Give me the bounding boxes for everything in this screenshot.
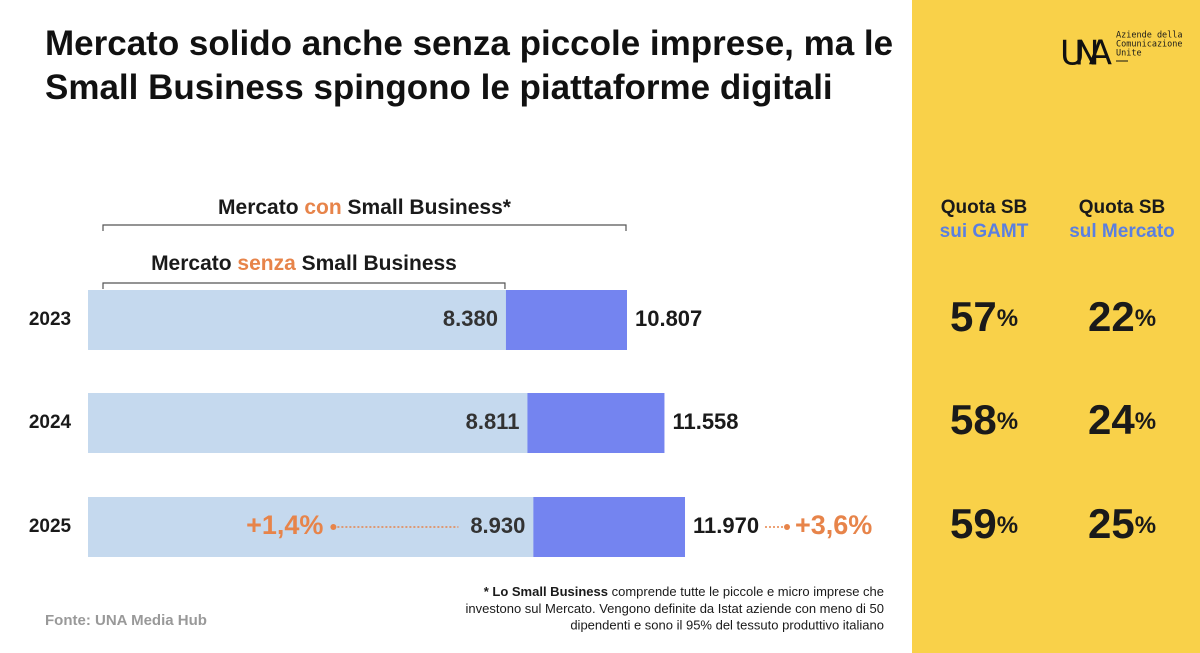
source: Fonte: UNA Media Hub <box>45 612 207 629</box>
share-unit: % <box>997 512 1018 539</box>
share-unit: % <box>997 408 1018 435</box>
annotation-dot <box>784 524 791 530</box>
annotation: +3,6% <box>795 510 872 540</box>
logo-text: Aziende della <box>1116 31 1183 41</box>
legend-text: Small Business <box>296 252 457 275</box>
value-label: 8.930 <box>470 513 525 538</box>
share-value: 57% <box>950 293 1018 340</box>
category-label: 2024 <box>29 412 72 433</box>
bar <box>88 290 506 350</box>
share-number: 25 <box>1088 500 1135 547</box>
chart-title: Mercato solido anche senza piccole impre… <box>45 24 894 107</box>
bar <box>88 393 528 453</box>
share-number: 57 <box>950 293 997 340</box>
legend-text: con <box>304 196 341 219</box>
total-label: 11.970 <box>693 513 759 538</box>
share-unit: % <box>1135 305 1156 332</box>
category-label: 2025 <box>29 516 72 537</box>
footnote: * Lo Small Business comprende tutte le p… <box>484 584 884 599</box>
annotation: +1,4% <box>246 510 323 540</box>
share-value: 58% <box>950 396 1018 443</box>
value-label: 8.811 <box>466 409 520 434</box>
column-subtitle: sui GAMT <box>940 221 1029 242</box>
total-label: 10.807 <box>635 306 702 331</box>
share-number: 59 <box>950 500 997 547</box>
share-unit: % <box>997 305 1018 332</box>
share-unit: % <box>1135 512 1156 539</box>
share-value: 24% <box>1088 396 1156 443</box>
share-value: 59% <box>950 500 1018 547</box>
legend-text: Mercato <box>218 196 304 219</box>
total-label: 11.558 <box>672 409 738 434</box>
share-value: 22% <box>1088 293 1156 340</box>
logo-text: Unite <box>1116 49 1142 59</box>
share-number: 58 <box>950 396 997 443</box>
logo-text: Comunicazione <box>1116 40 1183 50</box>
legend-text: Mercato <box>151 252 237 275</box>
legend-bracket <box>102 224 627 231</box>
column-title: Quota SB <box>941 197 1028 218</box>
legend-text: Small Business* <box>342 196 512 219</box>
logo-mark: UNA <box>1060 34 1112 74</box>
legend-text: senza <box>237 252 296 275</box>
column-title: Quota SB <box>1079 197 1166 218</box>
footnote: dipendenti e sono il 95% del tessuto pro… <box>570 617 884 632</box>
legend-label: Mercato con Small Business* <box>218 196 512 219</box>
share-number: 22 <box>1088 293 1135 340</box>
share-unit: % <box>1135 408 1156 435</box>
bar <box>88 497 534 557</box>
legend-label: Mercato senza Small Business <box>151 252 457 275</box>
footnote-text: comprende tutte le piccole e micro impre… <box>608 584 884 599</box>
footnote: investono sul Mercato. Vengono definite … <box>466 601 884 616</box>
share-number: 24 <box>1088 396 1135 443</box>
column-subtitle: sul Mercato <box>1069 221 1175 242</box>
value-label: 8.380 <box>443 306 498 331</box>
share-value: 25% <box>1088 500 1156 547</box>
category-label: 2023 <box>29 309 71 330</box>
legend-bracket <box>102 282 506 289</box>
footnote-bold: * Lo Small Business <box>484 584 608 599</box>
annotation-dot <box>330 524 337 530</box>
side-panel <box>912 0 1200 653</box>
